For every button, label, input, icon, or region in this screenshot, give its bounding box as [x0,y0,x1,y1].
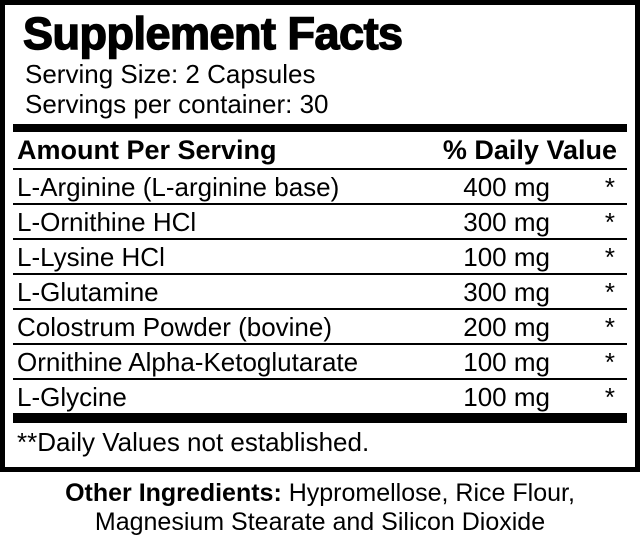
daily-value-asterisk: * [604,207,615,237]
daily-value-asterisk: * [604,347,615,377]
ingredient-name: Colostrum Powder (bovine) [17,312,333,342]
ingredient-amount: 100 mg [463,242,550,272]
ingredient-name: L-Lysine HCl [17,242,165,272]
table-row: L-Arginine (L-arginine base) 400 mg * [13,170,627,205]
table-header-row: Amount Per Serving % Daily Value [13,132,627,170]
ingredient-name: L-Glutamine [17,277,159,307]
daily-value-asterisk: * [604,172,615,202]
daily-value-header: % Daily Value [442,134,617,165]
ingredient-name: L-Ornithine HCl [17,207,197,237]
daily-value-footnote: **Daily Values not established. [17,427,370,457]
table-row: L-Glycine 100 mg * [13,380,627,415]
ingredient-amount: 300 mg [463,207,550,237]
other-ingredients-line2: Magnesium Stearate and Silicon Dioxide [94,508,546,536]
daily-value-asterisk: * [604,382,615,412]
table-row: Ornithine Alpha-Ketoglutarate 100 mg * [13,345,627,380]
table-row: L-Lysine HCl 100 mg * [13,240,627,275]
ingredient-amount: 400 mg [463,172,550,202]
table-row: Colostrum Powder (bovine) 200 mg * [13,310,627,345]
daily-value-asterisk: * [604,312,615,342]
daily-value-asterisk: * [604,242,615,272]
ingredient-amount: 300 mg [463,277,550,307]
serving-size: Serving Size: 2 Capsules [25,59,316,89]
panel-title: Supplement Facts [22,8,403,59]
ingredient-amount: 200 mg [463,312,550,342]
thick-divider-top [13,124,627,132]
other-ingredients-label: Other Ingredients: [65,479,282,507]
ingredient-amount: 100 mg [463,347,550,377]
daily-value-asterisk: * [604,277,615,307]
amount-per-serving-header: Amount Per Serving [17,134,277,165]
other-ingredients: Other Ingredients: Hypromellose, Rice Fl… [0,479,640,537]
ingredient-name: L-Glycine [17,382,127,412]
ingredient-amount: 100 mg [463,382,550,412]
other-ingredients-line1: Hypromellose, Rice Flour, [281,479,575,507]
servings-per-container: Servings per container: 30 [25,89,329,119]
ingredient-name: Ornithine Alpha-Ketoglutarate [17,347,359,377]
supplement-facts-panel: Supplement Facts Serving Size: 2 Capsule… [0,0,640,472]
ingredient-name: L-Arginine (L-arginine base) [17,172,340,202]
table-row: L-Glutamine 300 mg * [13,275,627,310]
table-row: L-Ornithine HCl 300 mg * [13,205,627,240]
thick-divider-bottom [13,415,627,423]
